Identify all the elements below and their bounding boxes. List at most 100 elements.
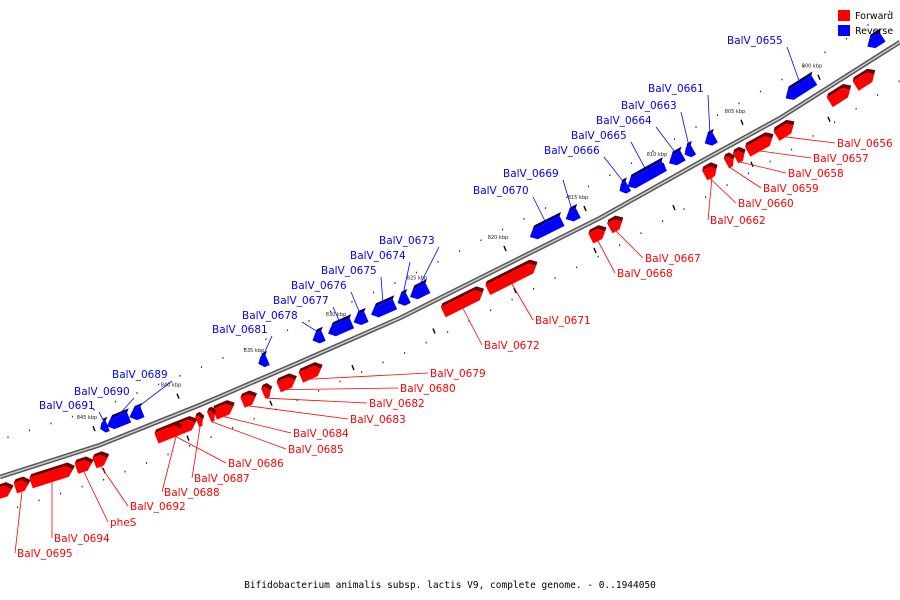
forward-gene-label[interactable]: BalV_0688 [164, 487, 220, 499]
minor-tick [38, 499, 40, 502]
gene-arrow[interactable] [732, 145, 750, 164]
reverse-gene-label[interactable]: BalV_0674 [350, 250, 406, 262]
gene-arrow[interactable] [851, 65, 880, 91]
gene-arrow[interactable] [615, 177, 633, 196]
gene-arrow[interactable] [394, 288, 414, 308]
reverse-gene-label[interactable]: BalV_0666 [544, 145, 600, 157]
forward-gene-label[interactable]: BalV_0679 [430, 368, 486, 380]
gene-arrow[interactable] [275, 371, 300, 393]
gene-leader-line [739, 161, 787, 174]
gene-arrow[interactable] [260, 382, 276, 399]
gene-arrow[interactable] [484, 257, 541, 295]
forward-gene-label[interactable]: BalV_0662 [710, 215, 766, 227]
reverse-gene-label[interactable]: BalV_0655 [727, 35, 783, 47]
forward-gene-label[interactable]: BalV_0668 [617, 268, 673, 280]
gene-arrow[interactable] [206, 406, 220, 423]
reverse-gene-label[interactable]: BalV_0669 [503, 168, 559, 180]
legend: Forward Reverse [838, 10, 893, 37]
figure-caption: Bifidobacterium animalis subsp. lactis V… [244, 580, 656, 591]
kbp-tick-label: 845 kbp [77, 415, 97, 421]
reverse-gene-label[interactable]: BalV_0675 [321, 265, 377, 277]
gene-arrow[interactable] [255, 350, 272, 369]
gene-arrow-body [74, 460, 92, 474]
gene-arrow[interactable] [91, 449, 112, 469]
gene-arrow[interactable] [744, 129, 778, 157]
forward-gene-label[interactable]: BalV_0660 [738, 198, 794, 210]
gene-arrow[interactable] [701, 128, 721, 148]
forward-gene-label[interactable]: BalV_0687 [194, 473, 250, 485]
gene-arrow[interactable] [526, 212, 567, 242]
gene-leader-line [310, 372, 429, 380]
gene-arrow[interactable] [74, 455, 96, 474]
forward-gene-label[interactable]: BalV_0694 [54, 533, 110, 545]
reverse-gene-label[interactable]: BalV_0670 [473, 185, 529, 197]
forward-gene-label[interactable]: BalV_0659 [763, 183, 819, 195]
gene-arrow[interactable] [368, 295, 400, 319]
reverse-gene-label[interactable]: BalV_0678 [242, 310, 298, 322]
gene-leader-line [680, 111, 690, 147]
gene-arrow[interactable] [28, 461, 77, 489]
forward-gene-label[interactable]: BalV_0683 [350, 414, 406, 426]
gene-arrow[interactable] [168, 420, 185, 438]
reverse-gene-label[interactable]: BalV_0673 [379, 235, 435, 247]
gene-arrow-top [258, 350, 267, 364]
gene-arrow[interactable] [211, 398, 238, 420]
forward-gene-label[interactable]: BalV_0692 [130, 501, 186, 513]
reverse-gene-label[interactable]: BalV_0691 [39, 400, 95, 412]
minor-tick [232, 427, 234, 429]
gene-arrow[interactable] [562, 203, 583, 224]
forward-gene-label[interactable]: pheS [110, 517, 137, 529]
gene-arrow[interactable] [0, 480, 16, 499]
forward-gene-label[interactable]: BalV_0672 [484, 340, 540, 352]
gene-arrow[interactable] [665, 146, 688, 168]
forward-gene-label[interactable]: BalV_0671 [535, 315, 591, 327]
gene-arrow[interactable] [97, 416, 112, 434]
reverse-gene-label[interactable]: BalV_0661 [648, 83, 704, 95]
reverse-gene-label[interactable]: BalV_0689 [112, 369, 168, 381]
forward-gene-label[interactable]: BalV_0680 [400, 383, 456, 395]
gene-arrow[interactable] [863, 28, 888, 51]
gene-arrow[interactable] [13, 475, 33, 494]
forward-gene-label[interactable]: BalV_0686 [228, 458, 284, 470]
gene-arrow[interactable] [298, 360, 327, 383]
gene-arrow-body [276, 377, 296, 393]
forward-gene-label[interactable]: BalV_0667 [645, 253, 701, 265]
gene-arrow[interactable] [194, 411, 208, 428]
reverse-gene-label[interactable]: BalV_0681 [212, 324, 268, 336]
forward-gene-label[interactable]: BalV_0657 [813, 153, 869, 165]
gene-arrow-body [588, 229, 606, 244]
gene-arrow[interactable] [309, 326, 328, 346]
gene-arrow[interactable] [406, 279, 433, 302]
gene-arrow[interactable] [624, 157, 670, 191]
gene-arrow[interactable] [772, 117, 799, 141]
minor-tick [167, 453, 169, 456]
gene-arrow[interactable] [606, 213, 628, 234]
reverse-gene-label[interactable]: BalV_0663 [621, 100, 677, 112]
gene-arrow[interactable] [440, 284, 488, 318]
forward-gene-label[interactable]: BalV_0695 [17, 548, 73, 560]
forward-gene-label[interactable]: BalV_0684 [293, 428, 349, 440]
gene-leader-line [709, 178, 737, 204]
gene-leader-line [262, 335, 273, 357]
gene-arrow[interactable] [350, 307, 371, 328]
gene-arrow[interactable] [239, 388, 260, 408]
gene-arrow[interactable] [587, 222, 610, 244]
gene-arrow[interactable] [781, 71, 820, 103]
reverse-gene-label[interactable]: BalV_0676 [291, 280, 347, 292]
forward-gene-label[interactable]: BalV_0658 [788, 168, 844, 180]
minor-tick [425, 341, 427, 344]
gene-arrow[interactable] [704, 160, 722, 179]
gene-arrow[interactable] [825, 81, 855, 108]
gene-arrow[interactable] [680, 140, 698, 160]
reverse-gene-label[interactable]: BalV_0690 [74, 386, 130, 398]
gene-arrow[interactable] [104, 408, 134, 431]
gene-arrow-top [867, 28, 881, 47]
forward-gene-label[interactable]: BalV_0656 [837, 138, 893, 150]
reverse-gene-label[interactable]: BalV_0677 [273, 295, 329, 307]
gene-arrow[interactable] [325, 314, 357, 338]
forward-gene-label[interactable]: BalV_0685 [288, 444, 344, 456]
reverse-gene-label[interactable]: BalV_0665 [571, 130, 627, 142]
gene-arrow[interactable] [722, 151, 738, 169]
forward-gene-label[interactable]: BalV_0682 [369, 398, 425, 410]
reverse-gene-label[interactable]: BalV_0664 [596, 115, 652, 127]
